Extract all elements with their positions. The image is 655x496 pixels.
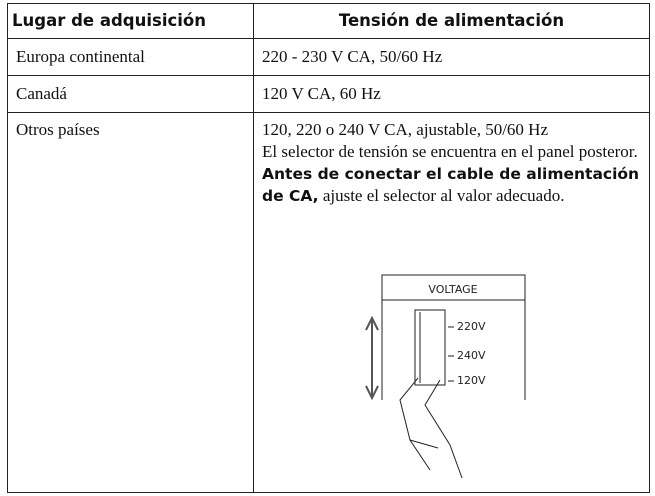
- switch: [414, 309, 446, 386]
- cell: 220 - 230 V CA, 50/60 Hz: [253, 38, 650, 76]
- header-cell: Lugar de adquisición: [7, 3, 254, 39]
- voltage-text: 120, 220 o 240 V CA, ajustable, 50/60 Hz: [262, 120, 548, 139]
- screwdriver: [399, 377, 463, 479]
- figure-label: 120V: [457, 374, 486, 387]
- voltage-table: Lugar de adquisición Tensión de alimenta…: [7, 3, 650, 493]
- note-bold: Antes de conectar el cable de alimentaci…: [262, 165, 640, 205]
- cell: 120, 220 o 240 V CA, ajustable, 50/60 Hz…: [253, 112, 650, 493]
- arrow: [365, 315, 379, 401]
- cell: Otros países: [7, 112, 254, 493]
- figure-label: 220V: [457, 320, 486, 333]
- note-text: ajuste el selector al valor adecuado.: [322, 186, 565, 205]
- note: El selector de tensión se encuentra en e…: [262, 141, 641, 207]
- cell: 120 V CA, 60 Hz: [253, 75, 650, 113]
- header-cell: Tensión de alimentación: [253, 3, 650, 39]
- note-text: El selector de tensión se encuentra en e…: [262, 142, 638, 161]
- figure-title: VOLTAGE: [428, 283, 477, 296]
- figure-label: 240V: [457, 349, 486, 362]
- panel: [381, 274, 526, 400]
